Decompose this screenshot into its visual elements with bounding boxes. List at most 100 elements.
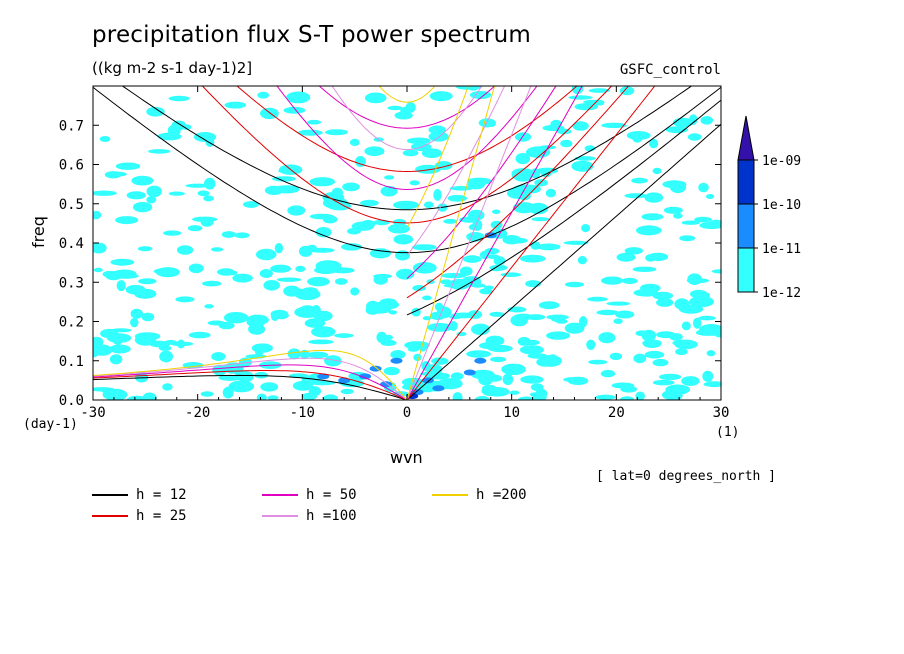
power-contour-patch	[287, 205, 306, 216]
power-contour-patch	[325, 129, 348, 136]
power-contour-patch	[257, 91, 270, 99]
colorbar-extension	[737, 115, 755, 161]
power-contour-patch	[641, 329, 656, 342]
power-contour-patch	[600, 369, 616, 378]
colorbar: 1e-12 1e-11 1e-10 1e-09	[737, 115, 801, 301]
power-contour-patch	[662, 390, 680, 400]
power-contour-patch	[315, 260, 342, 272]
power-contour-patch	[176, 245, 194, 255]
power-contour-patch	[433, 189, 442, 201]
power-contour-patch	[311, 326, 336, 338]
power-contour-patch	[645, 254, 656, 262]
power-contour-patch	[531, 217, 550, 222]
power-contour-patch	[188, 331, 211, 339]
power-contour-patch	[153, 268, 170, 275]
power-contour-patch	[298, 305, 317, 317]
power-contour-patch	[390, 350, 406, 359]
power-contour-patch	[402, 149, 419, 157]
power-contour-patch	[384, 175, 395, 180]
power-contour-patch	[243, 201, 259, 208]
power-contour-patch	[204, 304, 214, 309]
power-contour-patch	[104, 171, 122, 179]
power-contour-patch	[500, 272, 522, 278]
power-contour-patch	[652, 358, 669, 367]
rossby-wave-curve	[93, 357, 408, 400]
power-contour-patch	[601, 122, 627, 129]
inertia-gravity-curve	[236, 86, 578, 173]
power-contour-patch	[631, 177, 648, 184]
power-contour-patch	[298, 245, 313, 257]
power-contour-patch	[168, 191, 185, 196]
power-contour-patch	[701, 292, 710, 299]
power-contour-patch	[711, 269, 721, 274]
power-contour-patch	[148, 149, 171, 154]
power-contour-patch	[340, 388, 354, 395]
power-contour-patch	[379, 298, 397, 306]
power-contour-patch	[615, 310, 635, 319]
inertia-gravity-curve	[276, 86, 538, 191]
power-contour-patch	[490, 266, 503, 272]
power-contour-patch	[659, 373, 682, 381]
y-axis-unit: (day-1)	[23, 417, 78, 432]
power-contour-patch	[306, 119, 322, 125]
power-contour-patch	[93, 210, 102, 220]
power-contour-peak	[359, 373, 372, 380]
power-contour-patch	[595, 394, 616, 400]
x-axis-unit: (1)	[716, 425, 740, 440]
power-contour-patch	[133, 201, 153, 213]
colorbar-label: 1e-10	[762, 198, 801, 213]
rossby-wave-curve	[93, 364, 408, 400]
power-contour-patch	[700, 116, 714, 125]
power-contour-patch	[574, 156, 596, 161]
power-contour-patch	[643, 340, 662, 348]
power-contour-patch	[649, 138, 659, 149]
y-tick-label: 0.1	[59, 354, 84, 370]
power-contour-patch	[644, 350, 665, 359]
power-contour-patch	[307, 351, 329, 359]
power-contour-patch	[232, 273, 253, 283]
power-contour-patch	[501, 363, 526, 375]
power-contour-patch	[259, 269, 273, 278]
power-contour-patch	[635, 391, 645, 400]
y-tick-label: 0.5	[59, 197, 84, 213]
power-contour-patch	[254, 371, 269, 379]
power-contour-patch	[349, 138, 360, 146]
mixed-rossby-gravity-curve	[406, 86, 630, 299]
power-contour-patch	[93, 336, 104, 348]
power-contour-patch	[270, 264, 291, 273]
power-contour-patch	[324, 355, 342, 367]
power-contour-patch	[134, 332, 161, 341]
y-tick-label: 0.4	[59, 236, 84, 252]
power-contour-patch	[396, 268, 415, 280]
power-contour-patch	[364, 92, 387, 104]
power-contour-patch	[241, 371, 254, 382]
power-contour-patch	[463, 276, 481, 282]
power-contour-patch	[521, 207, 541, 213]
legend-swatch	[92, 494, 128, 496]
power-contour-patch	[294, 288, 321, 300]
power-contour-patch	[93, 387, 115, 392]
power-contour-patch	[440, 279, 452, 285]
legend-label: h =200	[476, 487, 527, 503]
power-contour-patch	[601, 276, 624, 285]
power-contour-patch	[228, 380, 255, 393]
power-contour-patch	[307, 276, 330, 287]
power-contour-patch	[616, 252, 636, 262]
y-tick-label: 0.7	[59, 118, 84, 134]
power-contour-patch	[492, 209, 501, 215]
power-contour-patch	[698, 324, 721, 336]
legend-item: h =100	[262, 508, 357, 524]
power-contour-patch	[471, 323, 490, 335]
power-contour-peak	[390, 357, 403, 364]
power-contour-patch	[609, 352, 623, 361]
power-contour-patch	[167, 124, 181, 137]
power-contour-patch	[267, 395, 279, 400]
power-contour-patch	[223, 312, 249, 324]
power-contour-patch	[211, 247, 224, 252]
power-contour-patch	[568, 95, 593, 100]
power-contour-patch	[274, 243, 284, 254]
colorbar-segment	[737, 159, 755, 205]
power-contour-patch	[388, 223, 410, 234]
power-contour-patch	[158, 345, 172, 351]
